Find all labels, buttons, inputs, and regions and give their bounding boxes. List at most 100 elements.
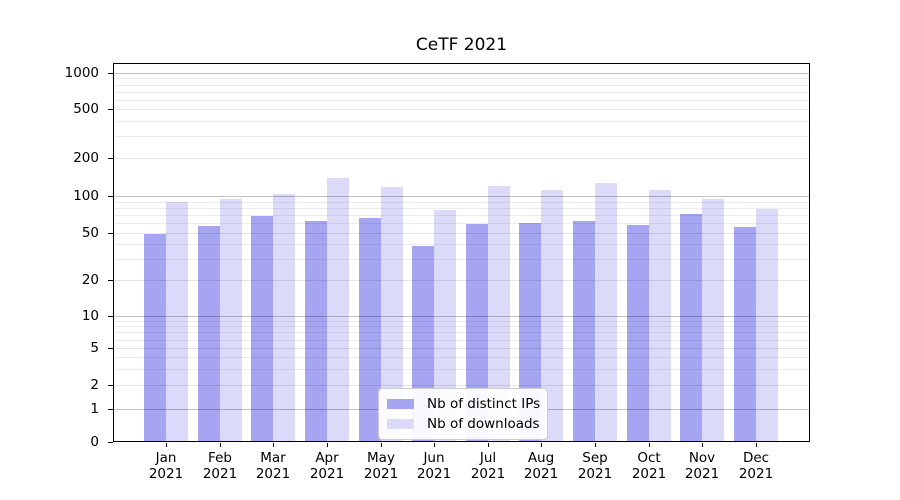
bar-distinct-ips-aug [519,223,541,442]
x-tick-mark-dec [756,443,757,447]
gridline-minor-9 [114,321,809,322]
x-tick-label-feb: Feb 2021 [202,450,238,482]
x-tick-label-jul: Jul 2021 [470,450,506,482]
x-tick-label-aug: Aug 2021 [523,450,559,482]
legend-swatch-downloads [387,419,414,429]
legend-swatch-distinct-ips [387,399,414,409]
gridline-100 [114,196,809,197]
bar-distinct-ips-oct [627,225,649,442]
gridline-10 [114,316,809,317]
bar-downloads-dec [756,209,778,442]
y-tick-label-100: 100 [73,188,99,204]
bar-distinct-ips-jan [144,234,166,442]
gridline-minor-4 [114,357,809,358]
y-tick-label-2: 2 [90,377,99,393]
x-tick-label-jun: Jun 2021 [416,450,452,482]
gridline-minor-70 [114,215,809,216]
gridline-minor-60 [114,223,809,224]
y-tick-mark-2 [108,385,113,386]
gridline-minor-600 [114,100,809,101]
gridline-minor-7 [114,332,809,333]
bar-downloads-oct [649,190,671,442]
gridline-minor-300 [114,136,809,137]
x-tick-label-nov: Nov 2021 [684,450,720,482]
y-tick-label-5: 5 [90,340,99,356]
y-tick-mark-50 [108,233,113,234]
y-tick-mark-100 [108,196,113,197]
x-tick-label-mar: Mar 2021 [255,450,291,482]
bar-distinct-ips-nov [680,214,702,442]
x-tick-label-sep: Sep 2021 [577,450,613,482]
bar-downloads-jan [166,202,188,442]
gridline-minor-800 [114,85,809,86]
x-tick-mark-aug [541,443,542,447]
legend-item-distinct-ips: Nb of distinct IPs [379,396,547,412]
gridline-500 [114,109,809,110]
bar-distinct-ips-dec [734,227,756,442]
bar-downloads-jul [488,186,510,442]
gridline-5 [114,348,809,349]
legend-item-downloads: Nb of downloads [379,416,547,432]
x-tick-label-oct: Oct 2021 [631,450,667,482]
gridline-minor-400 [114,121,809,122]
bar-distinct-ips-may [359,218,381,442]
gridline-20 [114,280,809,281]
y-tick-label-10: 10 [81,308,99,324]
x-tick-mark-jun [434,443,435,447]
x-tick-mark-nov [702,443,703,447]
x-tick-label-may: May 2021 [363,450,399,482]
y-tick-mark-200 [108,158,113,159]
x-tick-mark-jul [488,443,489,447]
bar-downloads-apr [327,178,349,442]
y-tick-mark-1 [108,409,113,410]
y-tick-label-200: 200 [73,150,99,166]
gridline-minor-8 [114,326,809,327]
y-tick-label-500: 500 [73,101,99,117]
bar-distinct-ips-mar [251,216,273,442]
bar-downloads-may [381,187,403,442]
gridline-50 [114,233,809,234]
legend-label-distinct-ips: Nb of distinct IPs [427,396,541,412]
gridline-minor-6 [114,340,809,341]
gridline-minor-3 [114,369,809,370]
legend: Nb of distinct IPs Nb of downloads [378,388,548,440]
gridline-2 [114,385,809,386]
legend-label-downloads: Nb of downloads [427,416,540,432]
bar-downloads-feb [220,199,242,442]
x-tick-mark-sep [595,443,596,447]
x-tick-label-apr: Apr 2021 [309,450,345,482]
gridline-minor-700 [114,92,809,93]
x-tick-mark-apr [327,443,328,447]
gridline-minor-30 [114,259,809,260]
y-tick-mark-0 [108,442,113,443]
gridline-minor-900 [114,78,809,79]
x-tick-label-jan: Jan 2021 [148,450,184,482]
bar-distinct-ips-jul [466,224,488,442]
y-tick-mark-10 [108,316,113,317]
y-tick-label-20: 20 [81,272,99,288]
y-tick-label-1000: 1000 [64,65,99,81]
chart-title: CeTF 2021 [415,35,508,55]
x-tick-mark-mar [273,443,274,447]
x-tick-label-dec: Dec 2021 [738,450,774,482]
bar-downloads-aug [541,190,563,442]
y-tick-label-1: 1 [90,401,99,417]
bar-downloads-jun [434,210,456,442]
gridline-minor-40 [114,244,809,245]
y-tick-mark-500 [108,109,113,110]
x-tick-mark-may [381,443,382,447]
y-tick-label-50: 50 [81,225,99,241]
bar-distinct-ips-apr [305,221,327,442]
y-tick-mark-20 [108,280,113,281]
gridline-minor-80 [114,208,809,209]
gridline-minor-90 [114,202,809,203]
bar-downloads-sep [595,183,617,442]
bar-downloads-nov [702,199,724,442]
bar-distinct-ips-sep [573,221,595,442]
y-tick-mark-5 [108,348,113,349]
gridline-1000 [114,73,809,74]
gridline-200 [114,158,809,159]
